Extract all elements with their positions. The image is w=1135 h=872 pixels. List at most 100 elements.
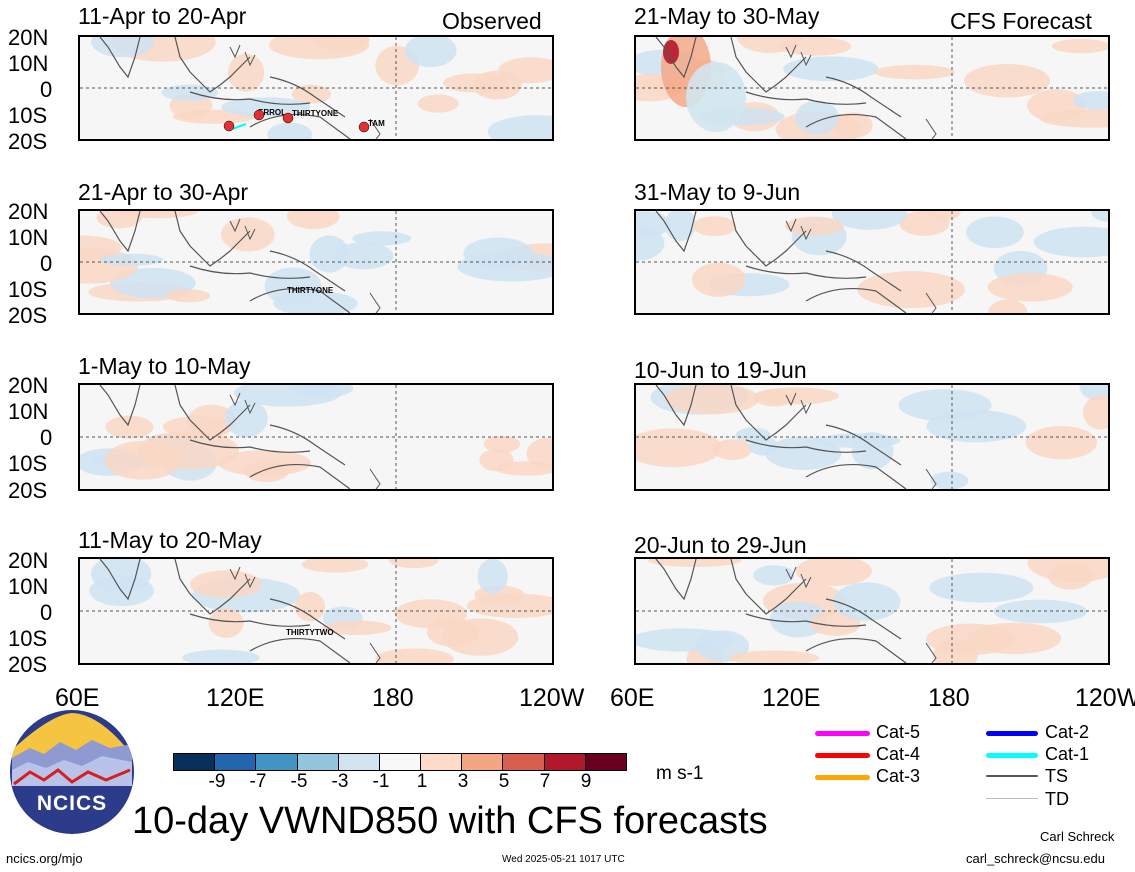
colorbar-swatch <box>543 753 586 771</box>
anomaly-shading <box>930 471 969 489</box>
coastline <box>730 37 807 93</box>
coastline <box>229 392 256 415</box>
anomaly-shading <box>1072 91 1108 110</box>
anomaly-shading <box>477 559 508 595</box>
map-panel-fcst-1 <box>634 35 1110 141</box>
anomaly-shading <box>779 37 852 56</box>
anomaly-shading <box>313 37 370 51</box>
panel-title-1: 11-Apr to 20-Apr <box>78 3 247 29</box>
anomaly-shading <box>1033 226 1108 258</box>
anomaly-shading <box>964 64 1051 98</box>
anomaly-shading <box>754 389 794 407</box>
legend-label: Cat-5 <box>876 722 921 742</box>
coastline <box>189 613 311 627</box>
storm-label-thirtytwo: THIRTYTWO <box>286 628 334 637</box>
lat-label: 10S <box>8 277 48 302</box>
coastline <box>189 265 311 279</box>
anomaly-shading <box>273 291 358 313</box>
lat-label: 10S <box>8 626 48 651</box>
colorbar-label: 9 <box>580 771 592 792</box>
map-panel-fcst-4 <box>634 557 1110 665</box>
colorbar-swatch <box>173 753 216 771</box>
coastline <box>655 559 697 601</box>
lat-label: 20S <box>8 478 48 503</box>
anomaly-shading <box>375 648 454 663</box>
colorbar-label: 7 <box>539 771 551 792</box>
panel-title-3: 1-May to 10-May <box>78 353 251 379</box>
coastline <box>805 113 907 139</box>
coastline <box>229 218 256 241</box>
anomaly-shading <box>526 438 552 469</box>
coastline <box>269 250 346 292</box>
anomaly-shading <box>987 272 1073 302</box>
colorbar-label: -5 <box>290 771 308 792</box>
coastline <box>655 37 697 79</box>
lat-label: 0 <box>40 425 53 450</box>
coastline <box>99 211 141 253</box>
coastline <box>730 385 807 441</box>
anomaly-shading <box>874 64 955 80</box>
anomaly-shading <box>691 262 746 297</box>
coastline <box>925 292 937 313</box>
lat-label: 10S <box>8 451 48 476</box>
lat-label: 0 <box>40 77 53 102</box>
legend-label: Cat-2 <box>1045 722 1090 742</box>
anomaly-shading <box>753 565 795 586</box>
coastline <box>269 424 346 466</box>
anomaly-shading <box>1039 109 1108 128</box>
anomaly-shading <box>636 225 665 261</box>
colorbar-label: 1 <box>416 771 428 792</box>
legend-label: TS <box>1045 766 1069 786</box>
anomaly-shading <box>161 84 218 101</box>
lat-label: 20N <box>8 548 49 573</box>
legend-swatch-cat4 <box>815 753 870 758</box>
legend-swatch-cat5 <box>815 731 870 736</box>
lat-label: 10N <box>8 225 49 250</box>
anomaly-shading <box>109 267 196 299</box>
colorbar-swatch <box>255 753 298 771</box>
colorbar-swatch <box>214 753 257 771</box>
storm-track <box>231 123 247 130</box>
coastline <box>730 211 807 267</box>
coastline <box>269 76 346 118</box>
coastline <box>229 44 256 67</box>
map-panel-fcst-2 <box>634 209 1110 315</box>
coastline <box>189 439 311 453</box>
colorbar-label: 5 <box>498 771 510 792</box>
panel-title-7: 10-Jun to 19-Jun <box>634 357 807 383</box>
panel-title-2: 21-Apr to 30-Apr <box>78 179 249 205</box>
anomaly-shading <box>1082 395 1108 430</box>
coastline <box>785 218 812 241</box>
coastline <box>925 118 937 139</box>
coastline <box>655 211 697 253</box>
anomaly-shading <box>166 289 211 303</box>
anomaly-shading <box>322 620 392 636</box>
observed-label: Observed <box>442 8 542 34</box>
footer-email[interactable]: carl_schreck@ncsu.edu <box>966 851 1105 866</box>
anomaly-shading <box>816 433 901 449</box>
coastline <box>249 463 351 489</box>
coastline <box>805 287 907 313</box>
legend-label: Cat-3 <box>876 766 921 786</box>
colorbar-label: -7 <box>249 771 267 792</box>
anomaly-shading <box>664 211 696 242</box>
anomaly-shading <box>795 559 872 586</box>
lat-label: 10S <box>8 103 48 128</box>
coastline <box>825 250 902 292</box>
lon-label: 180 <box>928 684 970 712</box>
anomaly-shading <box>294 592 326 622</box>
legend-swatch-cat1 <box>986 753 1038 758</box>
coastline <box>925 468 937 489</box>
storm-label-errol: ERROL <box>258 108 286 117</box>
ncics-logo: NCICS <box>10 710 134 834</box>
cyclone-icon <box>223 109 370 133</box>
footer-url[interactable]: ncics.org/mjo <box>6 851 83 866</box>
anomaly-shading <box>483 435 521 453</box>
lat-label: 20N <box>8 373 49 398</box>
anomaly-shading <box>105 415 154 439</box>
anomaly-shading <box>227 53 265 92</box>
coastline <box>785 44 812 67</box>
anomaly-shading <box>748 437 779 456</box>
coastline <box>825 76 902 118</box>
